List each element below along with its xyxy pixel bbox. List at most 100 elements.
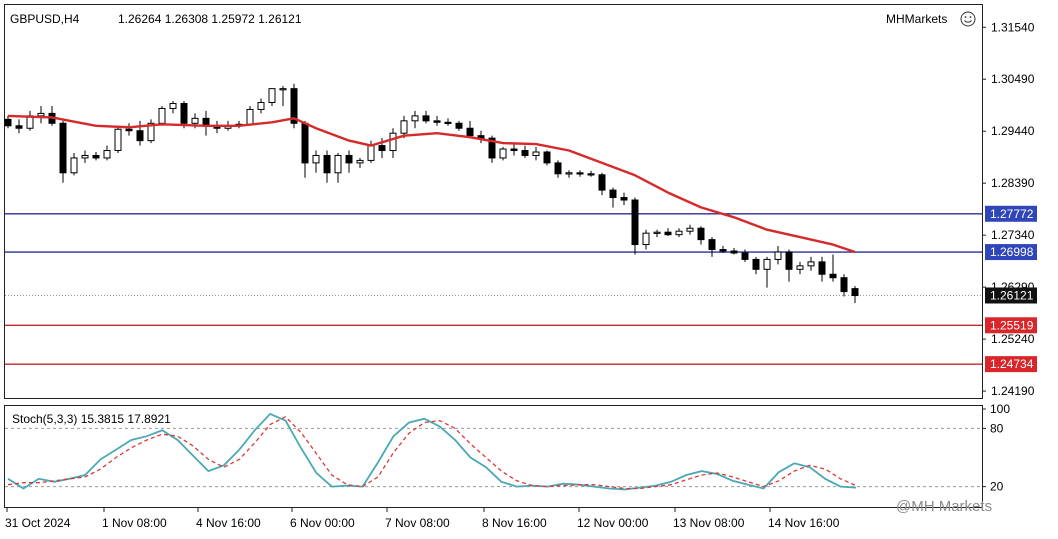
candle-down [631, 199, 639, 246]
candle-up [334, 154, 342, 174]
horizontal-levels [5, 213, 982, 365]
candle-down [59, 122, 67, 174]
level-badge-1.24734-bg [985, 356, 1037, 373]
candle-down [125, 128, 133, 132]
candlestick-series [4, 83, 859, 303]
candle-up [246, 108, 254, 125]
candle-down [455, 122, 463, 129]
level-badge-1.26998-label: 1.26998 [990, 245, 1034, 259]
candle-down [609, 189, 617, 199]
moving-average-line [7, 114, 856, 254]
time-tick-label: 7 Nov 08:00 [385, 516, 450, 530]
candle-up [642, 232, 650, 246]
candle-down [15, 125, 23, 129]
time-tick-label: 1 Nov 08:00 [102, 516, 167, 530]
candle-up [675, 230, 683, 236]
candle-up [653, 231, 661, 234]
broker-brand: MHMarkets [886, 12, 947, 26]
price-tick-label: 1.30490 [991, 72, 1035, 86]
level-badge-1.26998-bg [985, 244, 1037, 261]
candle-down [180, 102, 188, 124]
candle-down [510, 148, 518, 152]
current-price-badge-label: 1.26121 [990, 288, 1034, 302]
candle-down [620, 197, 628, 201]
time-tick-label: 14 Nov 16:00 [768, 516, 840, 530]
candle-up [774, 251, 782, 260]
candle-down [554, 162, 562, 175]
candle-up [257, 102, 265, 110]
candle-down [136, 130, 144, 142]
price-badges: 1.27772 1.26998 1.25519 1.24734 1.26121 [985, 205, 1037, 373]
price-tick-label: 1.29440 [991, 124, 1035, 138]
candle-down [697, 227, 705, 241]
time-tick-label: 4 Nov 16:00 [196, 516, 261, 530]
time-tick-label: 6 Nov 00:00 [290, 516, 355, 530]
candle-up [103, 150, 111, 159]
stoch-tick-label: 80 [990, 421, 1004, 435]
price-axis: 1.315401.304901.294401.283901.273401.262… [982, 20, 1035, 398]
candle-up [411, 115, 419, 122]
moving-average-path [7, 114, 856, 254]
candle-down [576, 172, 584, 175]
candle-down [290, 88, 298, 124]
time-tick-label: 31 Oct 2024 [5, 516, 71, 530]
candle-up [367, 145, 375, 161]
price-panel-frame [4, 4, 983, 399]
candle-up [499, 148, 507, 159]
candle-down [818, 261, 826, 275]
candle-up [268, 88, 276, 104]
level-badge-1.25519-bg [985, 317, 1037, 334]
candle-up [37, 112, 45, 117]
candle-down [521, 150, 529, 156]
candle-up [763, 258, 771, 270]
stochastic-panel-frame [4, 405, 983, 508]
candle-down [598, 174, 606, 191]
candle-up [807, 261, 815, 267]
price-tick-label: 1.31540 [991, 20, 1035, 34]
candle-down [301, 122, 309, 164]
level-badge-1.24734-label: 1.24734 [990, 357, 1034, 371]
stoch-signal-line [7, 416, 857, 490]
candle-up [279, 88, 287, 91]
stochastic-title: Stoch(5,3,3) 15.3815 17.8921 [12, 412, 171, 426]
candle-down [92, 154, 100, 159]
candle-down [829, 273, 837, 279]
candle-down [323, 154, 331, 174]
candle-down [752, 258, 760, 270]
candle-up [400, 120, 408, 134]
time-axis: 31 Oct 2024 1 Nov 08:00 4 Nov 16:00 6 Nov 0… [5, 507, 840, 530]
candle-up [158, 107, 166, 124]
candle-down [785, 251, 793, 270]
stoch-tick-label: 20 [990, 480, 1004, 494]
level-badge-1.27772-bg [985, 205, 1037, 222]
candle-up [70, 157, 78, 174]
time-tick-label: 8 Nov 16:00 [482, 516, 547, 530]
candle-down [719, 249, 727, 252]
candle-down [587, 173, 595, 176]
price-tick-label: 1.25240 [991, 332, 1035, 346]
stoch-tick-label: 100 [990, 402, 1010, 416]
candle-down [741, 252, 749, 260]
level-badge-1.27772-label: 1.27772 [990, 207, 1034, 221]
candle-down [466, 127, 474, 137]
candle-up [796, 265, 804, 270]
candle-up [356, 159, 364, 164]
level-badge-1.25519-label: 1.25519 [990, 318, 1034, 332]
candle-down [345, 154, 353, 164]
price-tick-label: 1.28390 [991, 176, 1035, 190]
stochastic-axis: 100 80 20 [982, 402, 1010, 494]
candle-down [422, 115, 430, 122]
candle-up [191, 117, 199, 124]
ohlc-readout: 1.26264 1.26308 1.25972 1.26121 [118, 12, 302, 26]
candle-up [81, 154, 89, 159]
candle-down [851, 288, 859, 297]
stochastic-levels [5, 427, 982, 488]
current-price-badge-bg [985, 287, 1037, 304]
candle-up [565, 172, 573, 175]
candle-down [433, 120, 441, 123]
candle-up [114, 128, 122, 152]
candle-down [730, 250, 738, 254]
candle-up [532, 151, 540, 156]
candle-up [169, 102, 177, 109]
